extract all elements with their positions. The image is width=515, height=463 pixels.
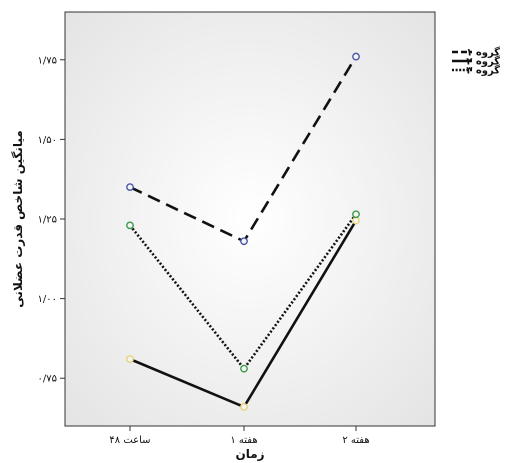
y-tick-label: ۰/۷۵ <box>38 374 57 385</box>
data-point <box>240 237 248 246</box>
data-point <box>240 402 248 411</box>
x-axis-title: زمان <box>235 447 264 461</box>
y-tick-label: ۱/۵۰ <box>38 135 57 146</box>
series-line-3 <box>128 213 358 371</box>
x-axis: ۴۸ ساعت ۱ هفته ۲ هفته <box>109 426 370 446</box>
data-point <box>126 355 134 364</box>
plot-area <box>64 11 436 427</box>
data-point <box>126 183 134 192</box>
y-tick-label: ۱/۷۵ <box>38 55 57 66</box>
x-tick-label: ۴۸ ساعت <box>109 435 150 446</box>
x-tick-label: ۱ هفته <box>230 435 257 446</box>
y-tick-label: ۱/۲۵ <box>38 215 57 226</box>
data-point <box>352 210 360 219</box>
y-axis-title: میانگین شاخص قدرت عضلانی <box>11 130 25 307</box>
legend-label-2: گروه ۲ <box>466 55 500 68</box>
legend-label-3: گروه ۳ <box>466 64 500 77</box>
y-axis: ۰/۷۵ ۱/۰۰ ۱/۲۵ ۱/۵۰ ۱/۷۵ <box>38 55 65 385</box>
series-markers <box>126 52 360 411</box>
legend-label-1: گروه ۱ <box>466 46 500 59</box>
y-tick-label: ۱/۰۰ <box>38 294 57 305</box>
data-point <box>240 364 248 373</box>
data-point <box>126 221 134 230</box>
data-point <box>352 52 360 61</box>
x-tick-label: ۲ هفته <box>342 435 369 446</box>
data-point <box>352 216 360 225</box>
